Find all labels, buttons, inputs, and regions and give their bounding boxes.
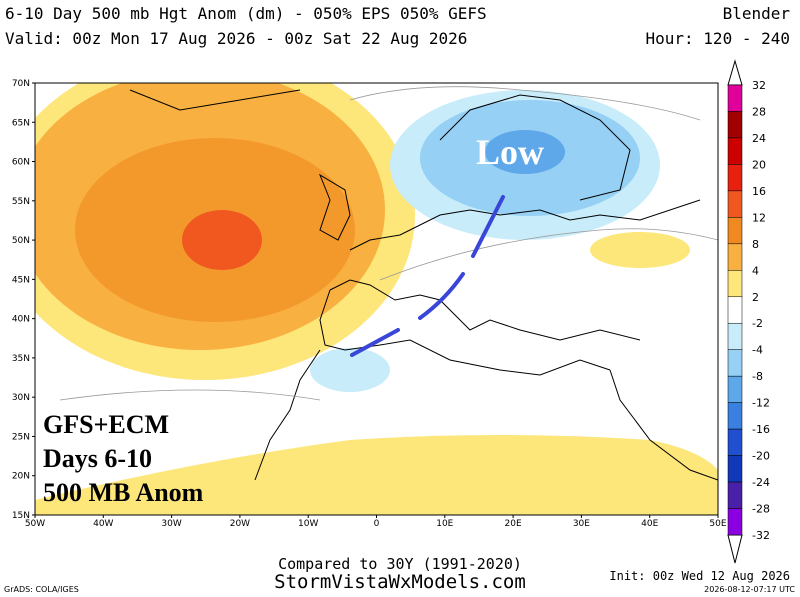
lat-label: 25N [12,432,30,442]
colorbar-top-arrow [727,59,743,86]
lat-label: 35N [12,354,30,364]
low-label: Low [476,132,544,172]
lon-label: 20W [230,519,250,529]
colorbar-swatch [727,428,743,456]
colorbar-swatch [727,402,743,430]
colorbar-swatch [727,84,743,112]
valid: Valid: 00z Mon 17 Aug 2026 - 00z Sat 22 … [5,29,467,48]
lat-label: 30N [12,393,30,403]
colorbar-swatch [727,190,743,218]
lat-label: 20N [12,472,30,482]
colorbar-swatch [727,111,743,139]
colorbar-swatch [727,270,743,298]
colorbar-label: 28 [752,105,766,118]
colorbar-label: 32 [752,79,766,92]
colorbar-label: -16 [752,423,770,436]
lon-label: 20E [505,519,522,529]
lon-label: 30E [573,519,590,529]
colorbar-label: 24 [752,132,766,145]
compared: Compared to 30Y (1991-2020) [278,555,522,573]
annotation-line: GFS+ECM [43,410,169,439]
lon-label: 50E [709,519,726,529]
lat-label: 65N [12,118,30,128]
colorbar-label: 2 [752,291,759,304]
annotation-line: 500 MB Anom [43,478,204,507]
colorbar-label: 8 [752,238,759,251]
colorbar-label: 20 [752,158,766,171]
colorbar-swatch [727,349,743,377]
site: StormVistaWxModels.com [274,571,526,593]
colorbar-label: -2 [752,317,763,330]
colorbar-swatch [727,164,743,192]
colorbar-label: -28 [752,503,770,516]
colorbar-label: 16 [752,185,766,198]
lat-label: 45N [12,275,30,285]
lon-label: 10E [436,519,453,529]
colorbar-swatch [727,296,743,324]
lon-label: 50W [25,519,45,529]
hours: Hour: 120 - 240 [646,29,791,48]
lon-label: 10W [298,519,318,529]
colorbar-label: -12 [752,397,770,410]
map-field [35,83,718,515]
lon-label: 40E [641,519,658,529]
lat-label: 55N [12,197,30,207]
colorbar-label: -20 [752,450,770,463]
colorbar-label: 12 [752,211,766,224]
colorbar-label: -32 [752,529,770,542]
colorbar-swatch [727,217,743,245]
lon-label: 30W [161,519,181,529]
colorbar-swatch [727,481,743,509]
colorbar-swatch [727,375,743,403]
lat-label: 15N [12,511,30,521]
colorbar-swatch [727,455,743,483]
lat-label: 60N [12,158,30,168]
colorbar-label: 4 [752,264,759,277]
colorbar-swatch [727,322,743,350]
stamp: 2026-08-12-07:17 UTC [704,585,795,594]
colorbar-bottom-arrow [727,534,743,564]
grads: GrADS: COLA/IGES [4,585,79,594]
init: Init: 00z Wed 12 Aug 2026 [609,569,790,583]
lat-label: 40N [12,315,30,325]
annotation-line: Days 6-10 [43,444,152,473]
colorbar-swatch [727,508,743,536]
lon-label: 0 [374,519,380,529]
lon-label: 40W [93,519,113,529]
colorbar-label: -8 [752,370,763,383]
title: 6-10 Day 500 mb Hgt Anom (dm) - 050% EPS… [5,4,487,23]
lat-label: 70N [12,79,30,89]
colorbar-swatch [727,137,743,165]
colorbar-label: -4 [752,344,763,357]
colorbar-label: -24 [752,476,770,489]
lat-label: 50N [12,236,30,246]
colorbar-swatch [727,243,743,271]
model: Blender [723,4,791,23]
